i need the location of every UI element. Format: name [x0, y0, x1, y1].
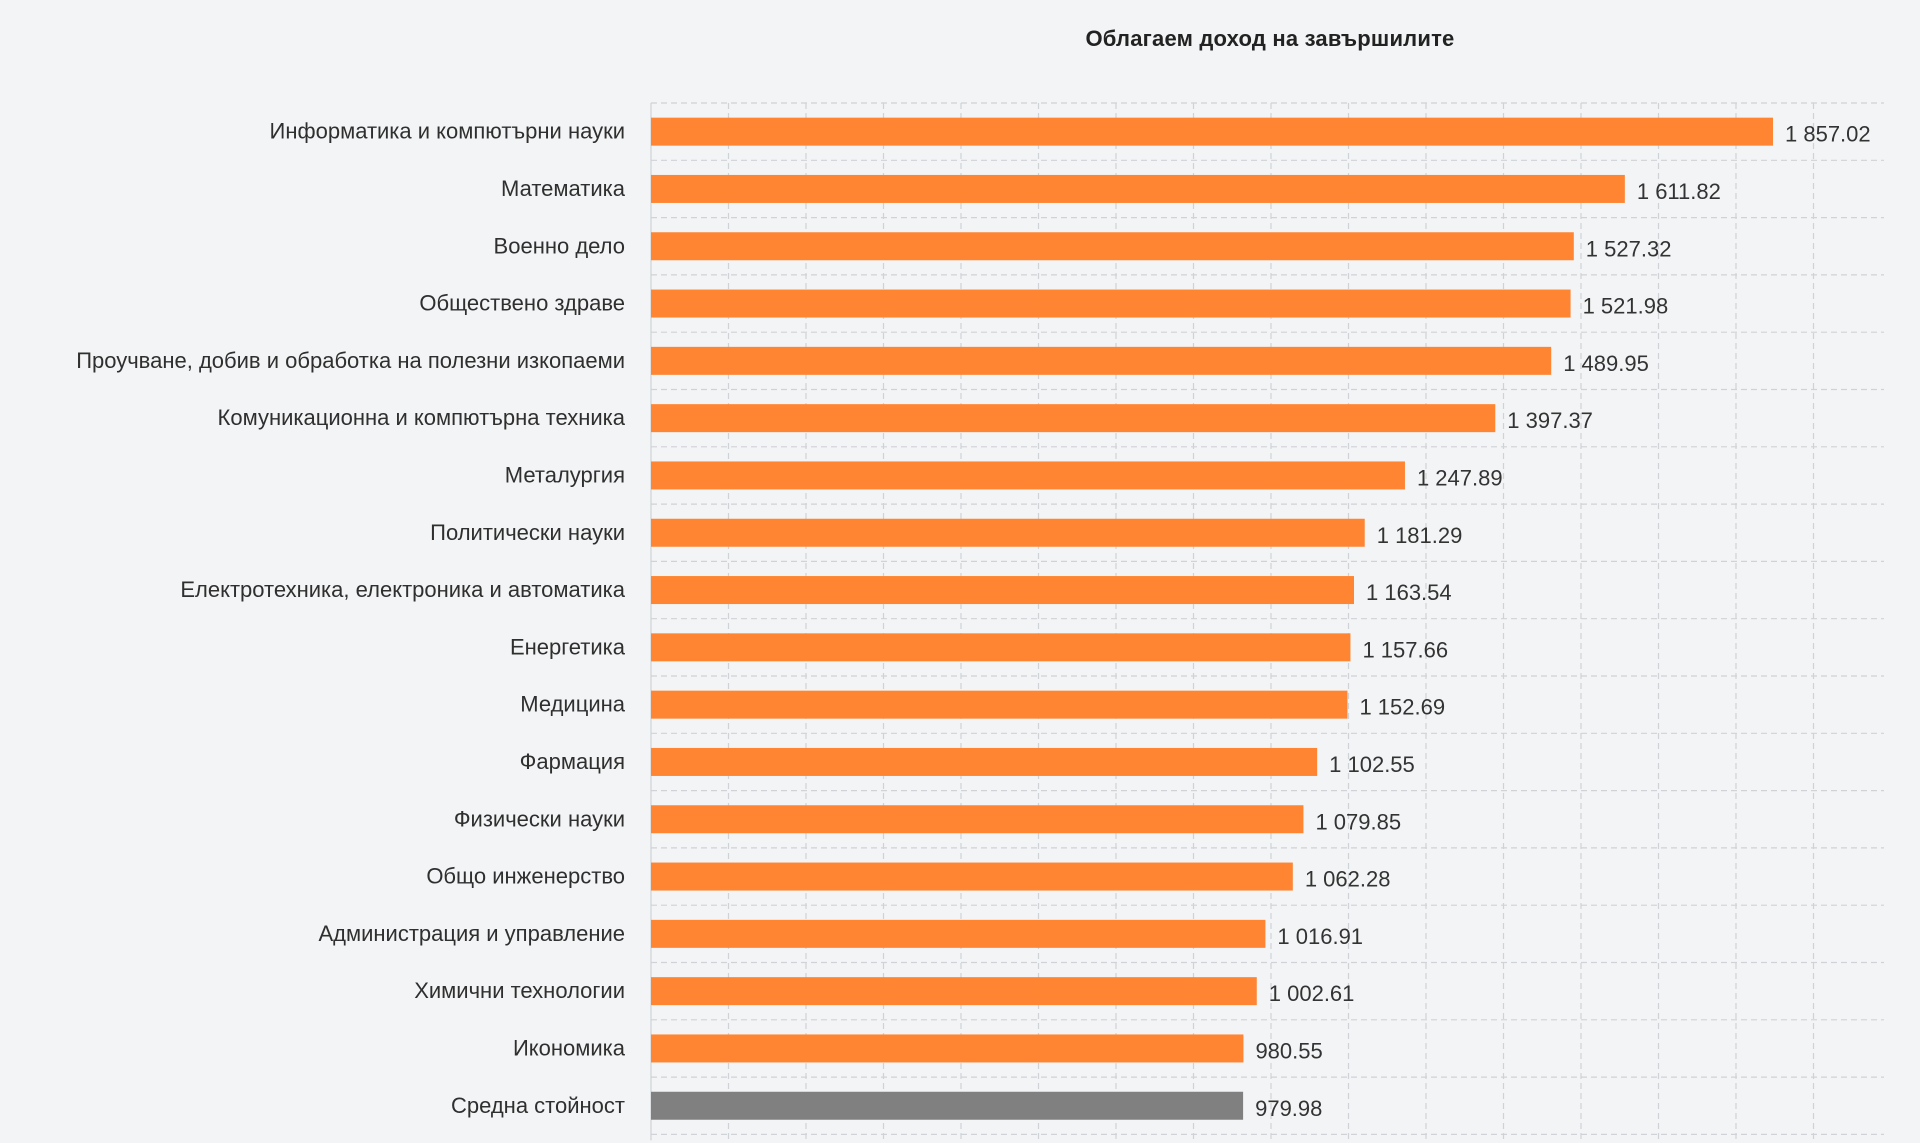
- category-label: Администрация и управление: [318, 921, 625, 946]
- category-label: Математика: [501, 176, 626, 201]
- grid-lines: [650, 102, 1884, 1141]
- bar: [651, 518, 1365, 547]
- bars: [651, 117, 1773, 1120]
- value-label: 1 079.85: [1315, 809, 1401, 834]
- bar: [651, 1034, 1244, 1063]
- value-label: 1 152.69: [1359, 695, 1445, 720]
- value-label: 1 181.29: [1377, 523, 1463, 548]
- value-label: 1 016.91: [1277, 924, 1363, 949]
- category-label: Физически науки: [454, 806, 625, 831]
- value-label: 1 062.28: [1305, 867, 1391, 892]
- category-label: Комуникационна и компютърна техника: [218, 405, 626, 430]
- bar: [651, 289, 1571, 318]
- bar: [651, 461, 1405, 490]
- value-label: 980.55: [1255, 1038, 1322, 1063]
- bar: [651, 404, 1496, 433]
- category-label: Фармация: [520, 749, 625, 774]
- value-label: 1 247.89: [1417, 465, 1503, 490]
- category-label: Средна стойност: [451, 1093, 625, 1118]
- category-label: Проучване, добив и обработка на полезни …: [76, 348, 625, 373]
- category-label: Медицина: [520, 692, 625, 717]
- value-label: 1 527.32: [1586, 236, 1672, 261]
- category-label: Военно дело: [494, 233, 625, 258]
- value-label: 1 489.95: [1563, 351, 1649, 376]
- category-label: Общо инженерство: [426, 864, 625, 889]
- category-label: Икономика: [513, 1035, 626, 1060]
- category-label: Електротехника, електроника и автоматика: [180, 577, 625, 602]
- category-label: Химични технологии: [414, 978, 625, 1003]
- value-label: 1 857.02: [1785, 122, 1871, 147]
- bar: [651, 862, 1293, 891]
- bar: [651, 977, 1257, 1006]
- value-label: 1 157.66: [1362, 637, 1448, 662]
- value-label: 1 397.37: [1507, 408, 1593, 433]
- value-label: 1 102.55: [1329, 752, 1415, 777]
- category-label: Енергетика: [510, 634, 626, 659]
- category-label: Информатика и компютърни науки: [270, 119, 625, 144]
- category-label: Обществено здраве: [419, 291, 625, 316]
- bar: [651, 690, 1348, 719]
- bar: [651, 232, 1574, 261]
- value-labels: 1 857.02 1 611.82 1 527.32 1 521.98 1 489.95…: [1255, 122, 1871, 1121]
- value-label: 979.98: [1255, 1096, 1322, 1121]
- bar: [651, 174, 1625, 203]
- category-labels: Информатика и компютърни науки Математика…: [76, 119, 626, 1118]
- bar: [651, 633, 1351, 662]
- value-label: 1 611.82: [1637, 179, 1721, 204]
- chart-title: Облагаем доход на завършилите: [1085, 26, 1455, 51]
- bar: [651, 346, 1552, 375]
- category-label: Политически науки: [430, 520, 625, 545]
- category-label: Металургия: [505, 462, 625, 487]
- bar: [651, 117, 1773, 146]
- value-label: 1 002.61: [1269, 981, 1355, 1006]
- bar: [651, 919, 1266, 948]
- bar: [651, 576, 1355, 605]
- value-label: 1 163.54: [1366, 580, 1452, 605]
- bar: [651, 805, 1304, 834]
- bar: [651, 747, 1318, 776]
- value-label: 1 521.98: [1583, 294, 1669, 319]
- bar: [651, 1091, 1244, 1120]
